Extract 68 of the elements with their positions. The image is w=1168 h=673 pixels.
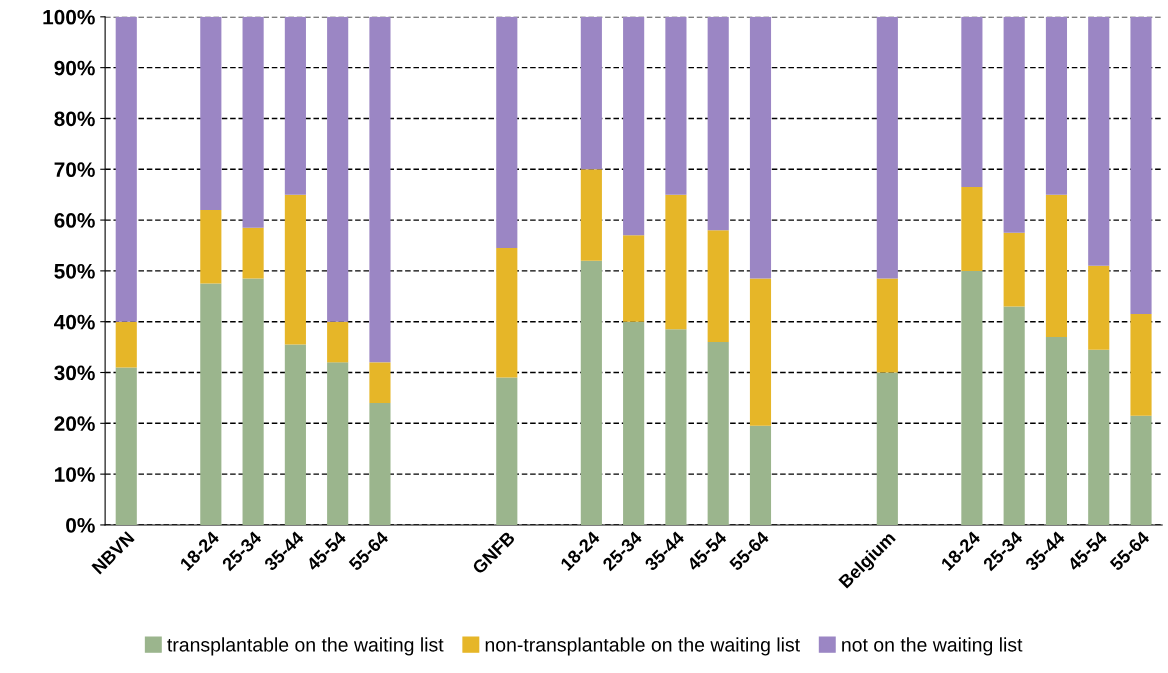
bar (1130, 314, 1152, 416)
bar (707, 342, 729, 525)
bar (961, 187, 983, 271)
bar (1088, 265, 1110, 350)
bar (876, 372, 898, 525)
bar (1003, 306, 1025, 525)
bar (496, 16, 518, 249)
y-tick-label: 20% (54, 416, 95, 432)
bar (876, 16, 898, 279)
bar (580, 169, 602, 261)
bar (623, 235, 645, 322)
y-tick-label: 10% (55, 467, 95, 482)
bar (1003, 232, 1025, 307)
bar (707, 230, 729, 343)
y-tick-label: 50% (54, 263, 95, 279)
bar (496, 248, 518, 378)
bar (242, 16, 264, 228)
bar (1045, 16, 1068, 195)
y-tick-label: 70% (54, 162, 95, 178)
bar (327, 16, 349, 322)
bar (580, 16, 602, 170)
bar (961, 270, 983, 525)
bar (200, 209, 222, 284)
legend-label: transplantable on the waiting list (167, 637, 444, 656)
legend-label: non-transplantable on the waiting list (485, 637, 800, 656)
bar (1088, 16, 1110, 266)
bar (369, 16, 391, 363)
bar (284, 16, 306, 195)
bar (665, 329, 687, 525)
bar (242, 278, 264, 525)
bar (876, 278, 898, 373)
y-tick-label: 30% (54, 365, 95, 381)
bar (115, 321, 137, 368)
y-tick-label: 80% (54, 111, 95, 127)
bar (200, 283, 222, 525)
bar (1130, 415, 1152, 525)
y-tick-label: 100% (43, 9, 95, 25)
bar (327, 321, 349, 363)
bar (496, 377, 518, 525)
bar (665, 194, 687, 330)
y-tick-label: 90% (54, 60, 95, 76)
bar (284, 194, 306, 345)
bar (623, 321, 645, 525)
bar (623, 16, 645, 236)
y-tick-label: 40% (54, 314, 95, 330)
bar (1045, 336, 1068, 525)
bar (707, 16, 729, 231)
bar (1003, 16, 1025, 233)
bar (242, 227, 264, 279)
bar (749, 16, 772, 279)
bar (665, 16, 687, 195)
bar (1045, 194, 1068, 337)
legend-label: not on the waiting list (842, 637, 1023, 656)
bar (327, 362, 349, 525)
bar (200, 16, 222, 210)
y-tick-label: 0% (66, 517, 95, 533)
bar (580, 260, 602, 525)
bar (369, 362, 391, 403)
bar (369, 402, 391, 525)
bar (1088, 349, 1110, 525)
bar (1130, 16, 1152, 315)
bar (961, 16, 983, 188)
y-tick-label: 60% (54, 213, 95, 228)
bar (115, 367, 137, 525)
bar (115, 16, 137, 322)
bar (749, 425, 772, 525)
bar (749, 278, 772, 426)
bar (284, 344, 306, 525)
